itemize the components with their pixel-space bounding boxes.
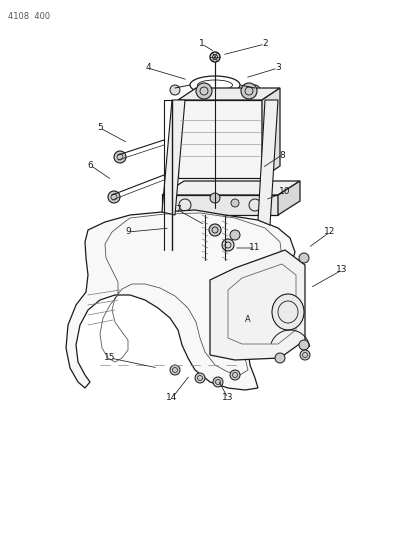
Circle shape [170, 365, 180, 375]
Polygon shape [258, 100, 278, 225]
Circle shape [170, 85, 180, 95]
Circle shape [209, 224, 221, 236]
Circle shape [210, 52, 220, 62]
Text: 3: 3 [275, 63, 281, 72]
Circle shape [250, 85, 260, 95]
Circle shape [114, 151, 126, 163]
Text: 5: 5 [97, 124, 103, 133]
Circle shape [210, 193, 220, 203]
Text: 8: 8 [279, 150, 285, 159]
Polygon shape [66, 210, 295, 390]
Text: 9: 9 [125, 228, 131, 237]
Circle shape [230, 230, 240, 240]
Circle shape [300, 350, 310, 360]
Circle shape [195, 373, 205, 383]
Polygon shape [162, 195, 278, 215]
Ellipse shape [272, 294, 304, 330]
Polygon shape [178, 88, 280, 100]
Text: 6: 6 [87, 160, 93, 169]
Text: 4108  400: 4108 400 [8, 12, 50, 21]
Text: 4: 4 [145, 63, 151, 72]
Circle shape [299, 340, 309, 350]
Circle shape [108, 191, 120, 203]
Circle shape [275, 353, 285, 363]
Text: 12: 12 [324, 228, 336, 237]
Circle shape [299, 253, 309, 263]
Polygon shape [162, 100, 185, 215]
Text: 7: 7 [175, 206, 181, 214]
Circle shape [222, 239, 234, 251]
Text: 15: 15 [104, 353, 116, 362]
Circle shape [196, 83, 212, 99]
Text: 13: 13 [222, 393, 234, 402]
Text: 2: 2 [262, 39, 268, 49]
Text: 11: 11 [249, 244, 261, 253]
Polygon shape [210, 250, 305, 360]
Text: 1: 1 [199, 39, 205, 49]
Polygon shape [162, 181, 300, 195]
Text: A: A [245, 316, 251, 325]
Circle shape [230, 370, 240, 380]
Text: 13: 13 [336, 265, 348, 274]
Circle shape [231, 199, 239, 207]
Text: 10: 10 [279, 188, 291, 197]
Polygon shape [178, 100, 262, 178]
Text: 14: 14 [166, 393, 178, 402]
Polygon shape [278, 181, 300, 215]
Circle shape [241, 83, 257, 99]
Polygon shape [262, 88, 280, 178]
Circle shape [213, 377, 223, 387]
